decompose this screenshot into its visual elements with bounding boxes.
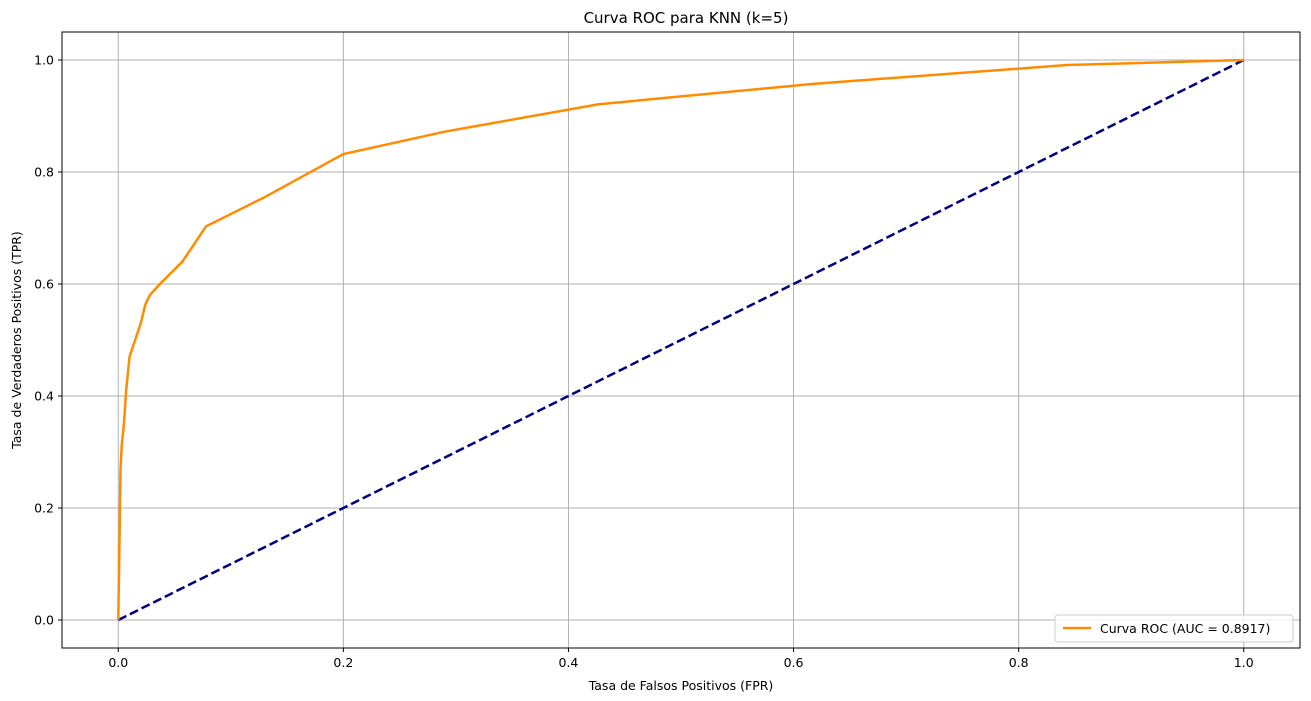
y-tick-label: 0.0 (34, 613, 54, 628)
y-axis-title: Tasa de Verdaderos Positivos (TPR) (9, 231, 24, 450)
legend-label-roc: Curva ROC (AUC = 0.8917) (1100, 621, 1270, 636)
roc-curve-line (117, 58, 1244, 621)
y-axis-ticks: 0.0 0.2 0.4 0.6 0.8 1.0 (34, 53, 62, 628)
series-group (117, 58, 1245, 622)
x-tick-label: 0.0 (108, 655, 128, 670)
x-tick-label: 0.4 (559, 655, 579, 670)
diagonal-reference-line (117, 58, 1245, 622)
y-tick-label: 0.8 (34, 165, 54, 180)
x-tick-label: 0.8 (1009, 655, 1029, 670)
plot-frame (61, 31, 1301, 649)
y-tick-label: 1.0 (34, 53, 54, 68)
chart-title: Curva ROC para KNN (k=5) (584, 9, 789, 27)
grid (62, 32, 1300, 648)
legend-box (1054, 614, 1294, 643)
y-tick-label: 0.2 (34, 501, 54, 516)
legend: Curva ROC (AUC = 0.8917) (1054, 614, 1294, 643)
x-axis-title: Tasa de Falsos Positivos (FPR) (588, 678, 774, 693)
y-tick-label: 0.6 (34, 277, 54, 292)
x-axis-ticks: 0.0 0.2 0.4 0.6 0.8 1.0 (108, 648, 1254, 670)
x-tick-label: 0.6 (784, 655, 804, 670)
y-tick-label: 0.4 (34, 389, 54, 404)
x-tick-label: 1.0 (1234, 655, 1254, 670)
x-tick-label: 0.2 (333, 655, 353, 670)
